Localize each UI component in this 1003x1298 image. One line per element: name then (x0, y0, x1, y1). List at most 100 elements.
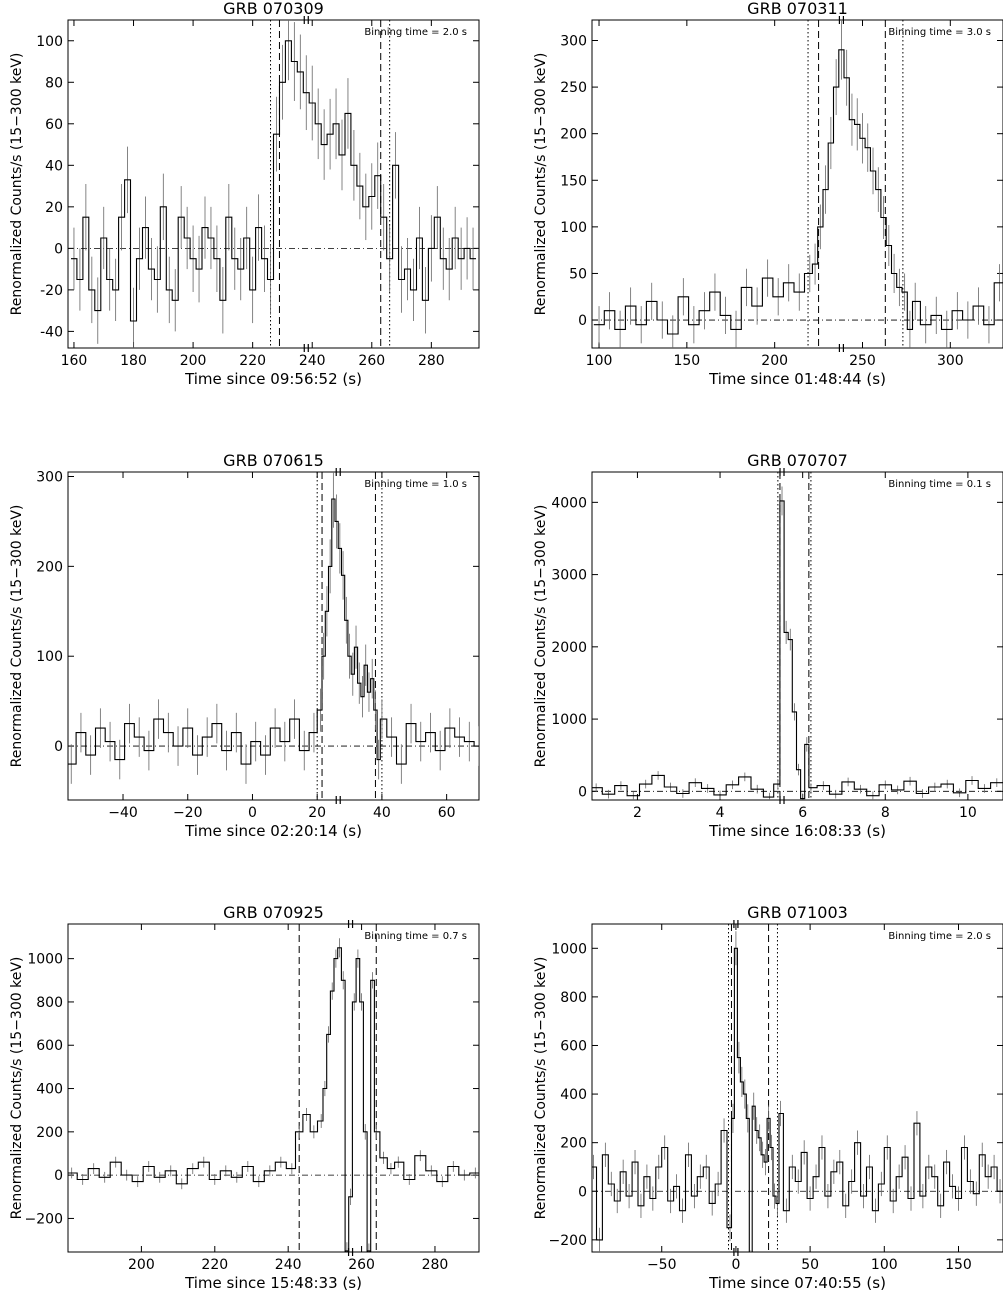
x-tick-label: −40 (108, 805, 138, 821)
y-tick-label: 1000 (27, 952, 63, 968)
chart-panel: 160 180 200 220 240 260 280 -40 -20 0 20 40 60 80 100 G… (9, 0, 480, 388)
x-tick-label: 180 (120, 353, 147, 369)
plot-frame (591, 471, 1003, 801)
chart-title: GRB 070925 (223, 903, 324, 922)
x-tick-label: 8 (881, 805, 890, 821)
y-tick-label: 50 (569, 266, 587, 282)
y-tick-label: 100 (36, 649, 63, 665)
x-tick-label: 160 (61, 353, 88, 369)
x-tick-label: 280 (422, 1257, 449, 1273)
lightcurve-series (71, 20, 476, 348)
y-tick-label: 0 (578, 784, 587, 800)
x-tick-label: 20 (308, 805, 326, 821)
x-tick-label: 60 (438, 805, 456, 821)
y-tick-label: 200 (36, 1125, 63, 1141)
y-tick-label: 800 (560, 990, 587, 1006)
x-tick-label: 50 (801, 1257, 819, 1273)
x-tick-label: 2 (633, 805, 642, 821)
y-tick-label: 100 (36, 34, 63, 50)
y-tick-label: 0 (54, 241, 63, 257)
y-axis-label: Renormalized Counts/s (15−300 keV) (533, 53, 549, 316)
lightcurve-series (593, 20, 1003, 348)
y-tick-label: 20 (45, 200, 63, 216)
chart-title: GRB 070707 (747, 451, 848, 470)
y-tick-label: 600 (560, 1038, 587, 1054)
y-tick-label: -20 (40, 283, 63, 299)
x-tick-label: 150 (945, 1257, 972, 1273)
y-tick-label: 300 (36, 469, 63, 485)
y-tick-label: −200 (25, 1211, 63, 1227)
binning-time-annotation: Binning time = 1.0 s (364, 479, 467, 490)
y-tick-label: 80 (45, 75, 63, 91)
plot-frame (591, 923, 1003, 1253)
x-tick-label: 0 (248, 805, 257, 821)
x-tick-label: 200 (180, 353, 207, 369)
x-tick-label: −20 (173, 805, 203, 821)
x-axis-label: Time since 02:20:14 (s) (184, 822, 362, 840)
x-tick-label: 6 (798, 805, 807, 821)
x-tick-label: 100 (586, 353, 613, 369)
chart-title: GRB 071003 (747, 903, 848, 922)
y-tick-label: 150 (560, 173, 587, 189)
step-line (592, 500, 1003, 800)
x-tick-label: 240 (299, 353, 326, 369)
x-axis-label: Time since 07:40:55 (s) (708, 1274, 886, 1292)
y-tick-label: 300 (560, 34, 587, 50)
x-tick-label: 220 (239, 353, 266, 369)
y-tick-label: 0 (578, 1184, 587, 1200)
y-tick-label: -40 (40, 324, 63, 340)
binning-time-annotation: Binning time = 2.0 s (364, 27, 467, 38)
y-axis-label: Renormalized Counts/s (15−300 keV) (533, 957, 549, 1220)
y-axis-label: Renormalized Counts/s (15−300 keV) (9, 505, 25, 768)
step-line (593, 49, 1003, 335)
x-tick-label: −50 (647, 1257, 677, 1273)
step-line (68, 947, 479, 1252)
lightcurve-series (68, 472, 479, 784)
y-tick-label: −200 (549, 1233, 587, 1249)
lightcurve-series (592, 486, 1003, 800)
x-tick-label: 200 (761, 353, 788, 369)
chart-title: GRB 070309 (223, 0, 324, 18)
plot-frame (67, 19, 480, 349)
y-tick-label: 200 (36, 559, 63, 575)
y-tick-label: 0 (54, 739, 63, 755)
chart-title: GRB 070311 (747, 0, 848, 18)
chart-panel: 200 220 240 260 280 −200 0 200 400 600 800 1000 GRB … (9, 903, 480, 1292)
plot-frame (591, 19, 1003, 349)
x-axis-label: Time since 09:56:52 (s) (184, 370, 362, 388)
y-tick-label: 0 (578, 313, 587, 329)
y-tick-label: 400 (36, 1082, 63, 1098)
y-tick-label: 800 (36, 995, 63, 1011)
y-axis-label: Renormalized Counts/s (15−300 keV) (9, 53, 25, 316)
x-tick-label: 260 (358, 353, 385, 369)
y-tick-label: 1000 (551, 712, 587, 728)
step-line (68, 498, 479, 765)
x-tick-label: 10 (959, 805, 977, 821)
y-tick-label: 2000 (551, 640, 587, 656)
x-tick-label: 260 (348, 1257, 375, 1273)
chart-panel: 2 4 6 8 10 0 1000 2000 3000 4000 GRB 070707 Time si… (533, 451, 1003, 840)
y-tick-label: 100 (560, 220, 587, 236)
x-tick-label: 150 (673, 353, 700, 369)
x-tick-label: 4 (716, 805, 725, 821)
y-tick-label: 1000 (551, 941, 587, 957)
chart-title: GRB 070615 (223, 451, 324, 470)
x-tick-label: 250 (849, 353, 876, 369)
x-tick-label: 280 (418, 353, 445, 369)
chart-panel: −40 −20 0 20 40 60 0 100 200 300 GRB 070615 Time si… (9, 451, 480, 840)
chart-panel: −50 0 50 100 150 −200 0 200 400 600 800 1000 GRB 071… (533, 903, 1003, 1292)
binning-time-annotation: Binning time = 0.7 s (364, 931, 467, 942)
x-tick-label: 0 (731, 1257, 740, 1273)
y-tick-label: 400 (560, 1087, 587, 1103)
lightcurve-series (592, 931, 1003, 1252)
x-axis-label: Time since 01:48:44 (s) (708, 370, 886, 388)
y-tick-label: 600 (36, 1038, 63, 1054)
y-tick-label: 40 (45, 158, 63, 174)
x-tick-label: 40 (373, 805, 391, 821)
x-tick-label: 200 (128, 1257, 155, 1273)
x-tick-label: 240 (275, 1257, 302, 1273)
chart-panel: 100 150 200 250 300 0 50 100 150 200 250 300 GRB 070… (533, 0, 1003, 388)
y-tick-label: 60 (45, 117, 63, 133)
binning-time-annotation: Binning time = 0.1 s (888, 479, 991, 490)
